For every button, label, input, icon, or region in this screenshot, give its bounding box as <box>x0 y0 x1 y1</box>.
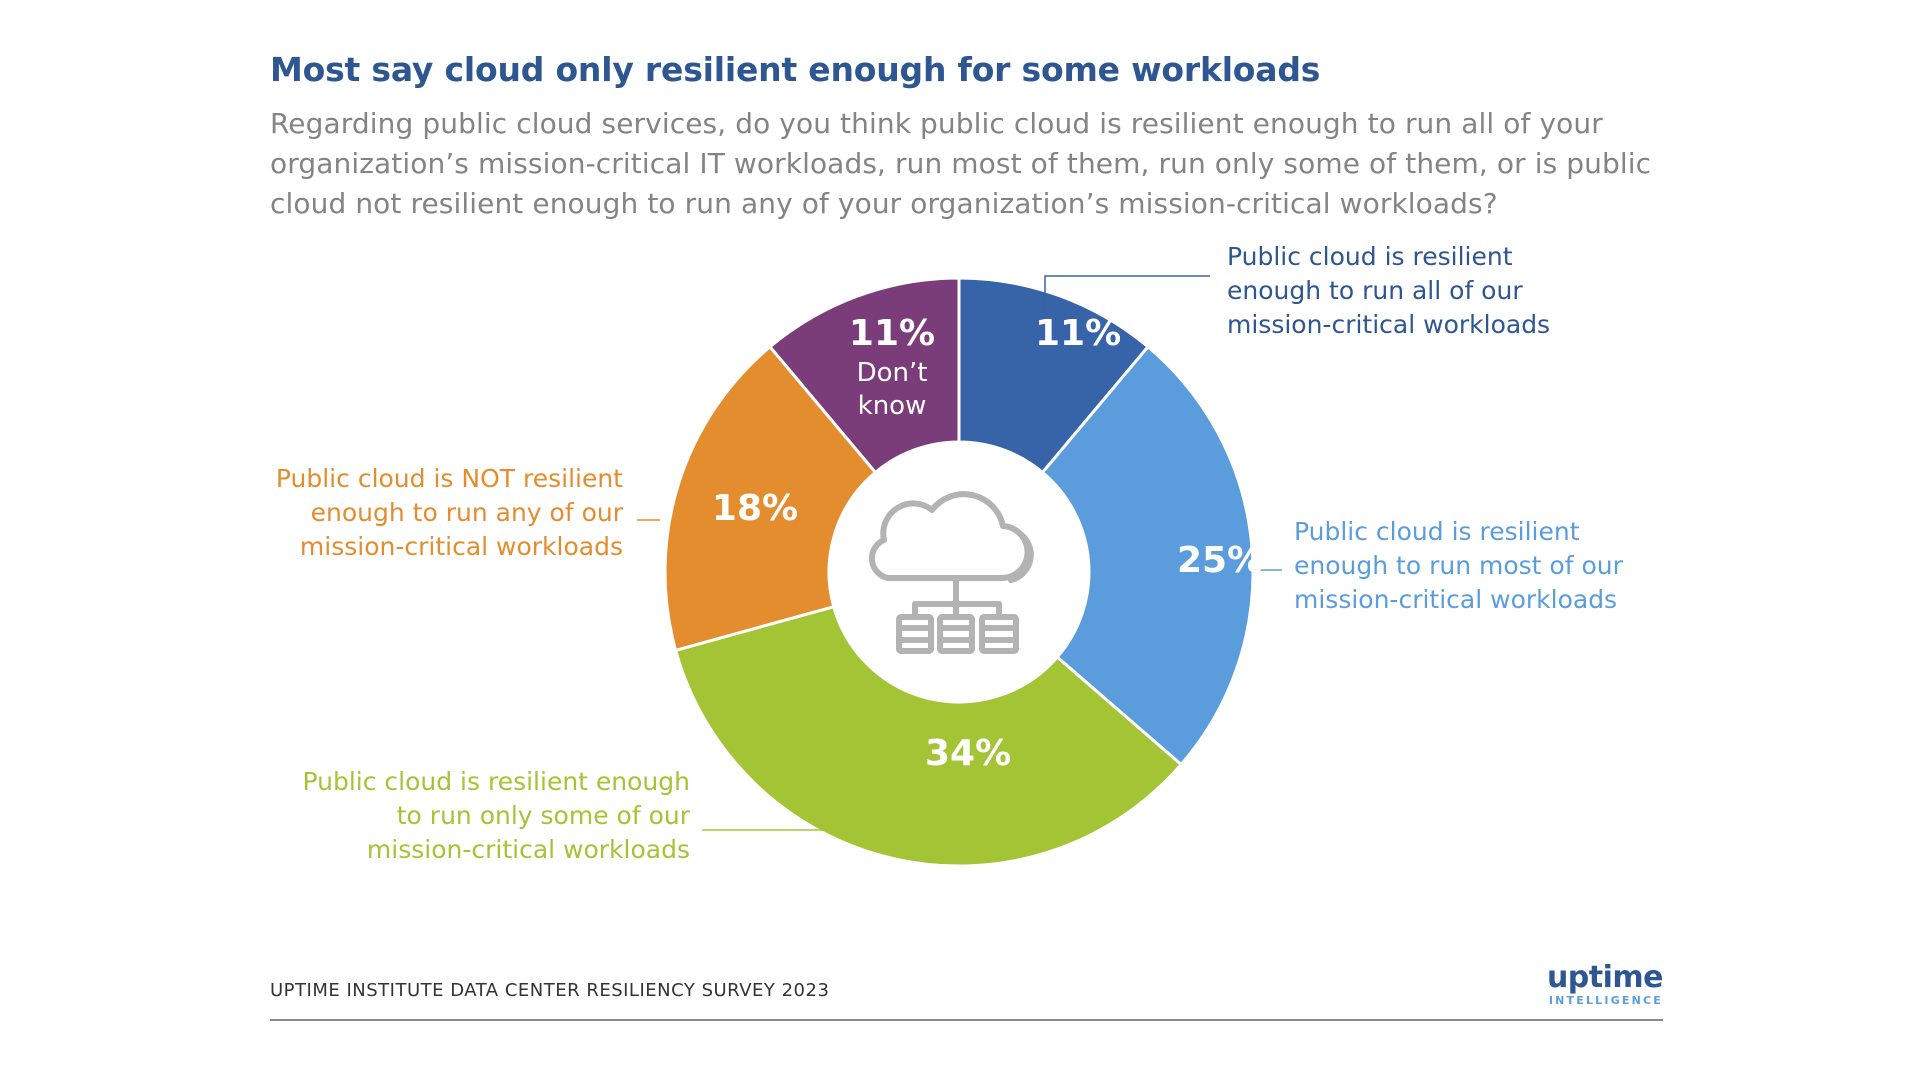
chart-title: Most say cloud only resilient enough for… <box>270 50 1321 89</box>
leader-line-all <box>1044 275 1210 325</box>
category-label-not: Public cloud is NOT resilient enough to r… <box>276 464 624 561</box>
slice-not <box>663 344 878 653</box>
footer-divider <box>270 1019 1663 1021</box>
uptime-logo: uptime INTELLIGENCE <box>1546 960 1664 1008</box>
value-label-not: 18% <box>712 488 798 529</box>
category-label-all: Public cloud is resilient enough to run a… <box>1227 242 1550 339</box>
slice-some <box>673 604 1184 868</box>
donut-slices <box>663 276 1255 868</box>
logo-subtitle: INTELLIGENCE <box>1548 994 1663 1007</box>
source-note: UPTIME INSTITUTE DATA CENTER RESILIENCY … <box>270 980 830 1001</box>
value-label-dontknow: 11% <box>849 313 935 354</box>
slice-value-labels: 11%25%34%18%11%Don’t know <box>712 313 1263 774</box>
category-label-dontknow: Don’t know <box>857 358 928 421</box>
slice-dontknow <box>767 276 961 475</box>
chart-subtitle: Regarding public cloud services, do you … <box>270 107 1652 220</box>
leader-lines <box>637 275 1282 831</box>
category-label-most: Public cloud is resilient enough to run m… <box>1294 517 1624 614</box>
category-labels: Public cloud is resilient enough to run a… <box>276 242 1624 864</box>
leader-line-some <box>702 788 923 831</box>
value-label-some: 34% <box>925 733 1011 774</box>
logo-wordmark: uptime <box>1546 960 1664 995</box>
value-label-all: 11% <box>1035 313 1121 354</box>
category-label-some: Public cloud is resilient enough to run o… <box>302 767 690 864</box>
value-label-most: 25% <box>1177 540 1263 581</box>
slice-all <box>957 276 1151 475</box>
slice-most <box>1040 344 1255 767</box>
cloud-network-icon <box>868 491 1034 654</box>
